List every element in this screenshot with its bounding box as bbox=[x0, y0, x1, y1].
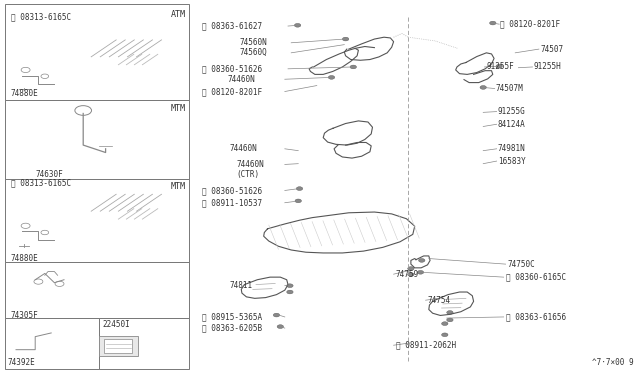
Circle shape bbox=[442, 322, 448, 326]
Text: Ⓢ 08363-61627: Ⓢ 08363-61627 bbox=[202, 22, 262, 31]
Circle shape bbox=[480, 86, 486, 89]
Circle shape bbox=[350, 65, 356, 69]
Text: 74981N: 74981N bbox=[498, 144, 525, 153]
Circle shape bbox=[442, 333, 448, 337]
Text: Ⓢ 08313-6165C: Ⓢ 08313-6165C bbox=[11, 179, 71, 187]
Circle shape bbox=[447, 318, 453, 322]
Text: 74305F: 74305F bbox=[11, 311, 38, 320]
Text: Ⓑ 08120-8201F: Ⓑ 08120-8201F bbox=[500, 20, 561, 29]
Circle shape bbox=[287, 284, 293, 288]
Circle shape bbox=[419, 259, 425, 262]
Bar bbox=[99, 336, 138, 356]
Text: 74392E: 74392E bbox=[8, 358, 35, 367]
Bar bbox=[99, 318, 189, 369]
Text: Ⓑ 08120-8201F: Ⓑ 08120-8201F bbox=[202, 87, 262, 96]
Text: 91255F: 91255F bbox=[486, 62, 514, 71]
Circle shape bbox=[273, 313, 280, 317]
Text: Ⓢ 08360-51626: Ⓢ 08360-51626 bbox=[202, 186, 262, 195]
Text: ATM: ATM bbox=[171, 10, 186, 19]
Circle shape bbox=[408, 267, 414, 270]
Circle shape bbox=[447, 311, 453, 314]
Text: Ⓢ 08360-51626: Ⓢ 08360-51626 bbox=[202, 64, 262, 73]
Text: ^7·7×00 9: ^7·7×00 9 bbox=[592, 358, 634, 367]
Bar bbox=[5, 179, 189, 262]
Text: 84124A: 84124A bbox=[498, 120, 525, 129]
Circle shape bbox=[295, 199, 301, 203]
Circle shape bbox=[417, 270, 424, 274]
Text: 74507M: 74507M bbox=[496, 84, 524, 93]
Circle shape bbox=[287, 290, 293, 294]
Text: 74507: 74507 bbox=[540, 45, 563, 54]
Text: Ⓢ 08313-6165C: Ⓢ 08313-6165C bbox=[11, 12, 71, 21]
Text: Ⓢ 08363-61656: Ⓢ 08363-61656 bbox=[506, 312, 566, 321]
Bar bbox=[5, 100, 189, 179]
Circle shape bbox=[294, 23, 301, 27]
Text: Ⓢ 08363-6205B: Ⓢ 08363-6205B bbox=[202, 324, 262, 333]
Circle shape bbox=[296, 187, 303, 190]
Bar bbox=[5, 4, 189, 100]
Text: 74630F: 74630F bbox=[35, 170, 63, 179]
Text: (CTR): (CTR) bbox=[237, 170, 260, 179]
Text: 74759: 74759 bbox=[396, 270, 419, 279]
Bar bbox=[5, 262, 189, 318]
Text: 74460N: 74460N bbox=[227, 75, 255, 84]
Text: 74880E: 74880E bbox=[11, 254, 38, 263]
Text: Ⓢ 08360-6165C: Ⓢ 08360-6165C bbox=[506, 273, 566, 282]
Text: 74754: 74754 bbox=[428, 296, 451, 305]
Text: ⓝ 08911-10537: ⓝ 08911-10537 bbox=[202, 198, 262, 207]
Circle shape bbox=[490, 21, 496, 25]
Text: 16583Y: 16583Y bbox=[498, 157, 525, 166]
Text: MTM: MTM bbox=[171, 104, 186, 113]
Circle shape bbox=[328, 76, 335, 79]
Text: 22450I: 22450I bbox=[102, 320, 130, 329]
Circle shape bbox=[408, 273, 414, 276]
Text: 74811: 74811 bbox=[229, 281, 252, 290]
Text: 74750C: 74750C bbox=[508, 260, 535, 269]
Text: 74460N: 74460N bbox=[229, 144, 257, 153]
Circle shape bbox=[342, 37, 349, 41]
Text: Ⓥ 08915-5365A: Ⓥ 08915-5365A bbox=[202, 312, 262, 321]
Text: 74560Q: 74560Q bbox=[240, 48, 268, 57]
Circle shape bbox=[277, 325, 284, 328]
Text: 91255G: 91255G bbox=[498, 107, 525, 116]
Text: MTM: MTM bbox=[171, 182, 186, 191]
Circle shape bbox=[496, 64, 502, 68]
Text: 74880E: 74880E bbox=[11, 89, 38, 97]
Bar bbox=[104, 339, 132, 353]
Bar bbox=[5, 318, 99, 369]
Text: 91255H: 91255H bbox=[534, 62, 561, 71]
Text: 74560N: 74560N bbox=[240, 38, 268, 47]
Text: 74460N: 74460N bbox=[237, 160, 264, 169]
Text: ⓝ 08911-2062H: ⓝ 08911-2062H bbox=[396, 341, 456, 350]
